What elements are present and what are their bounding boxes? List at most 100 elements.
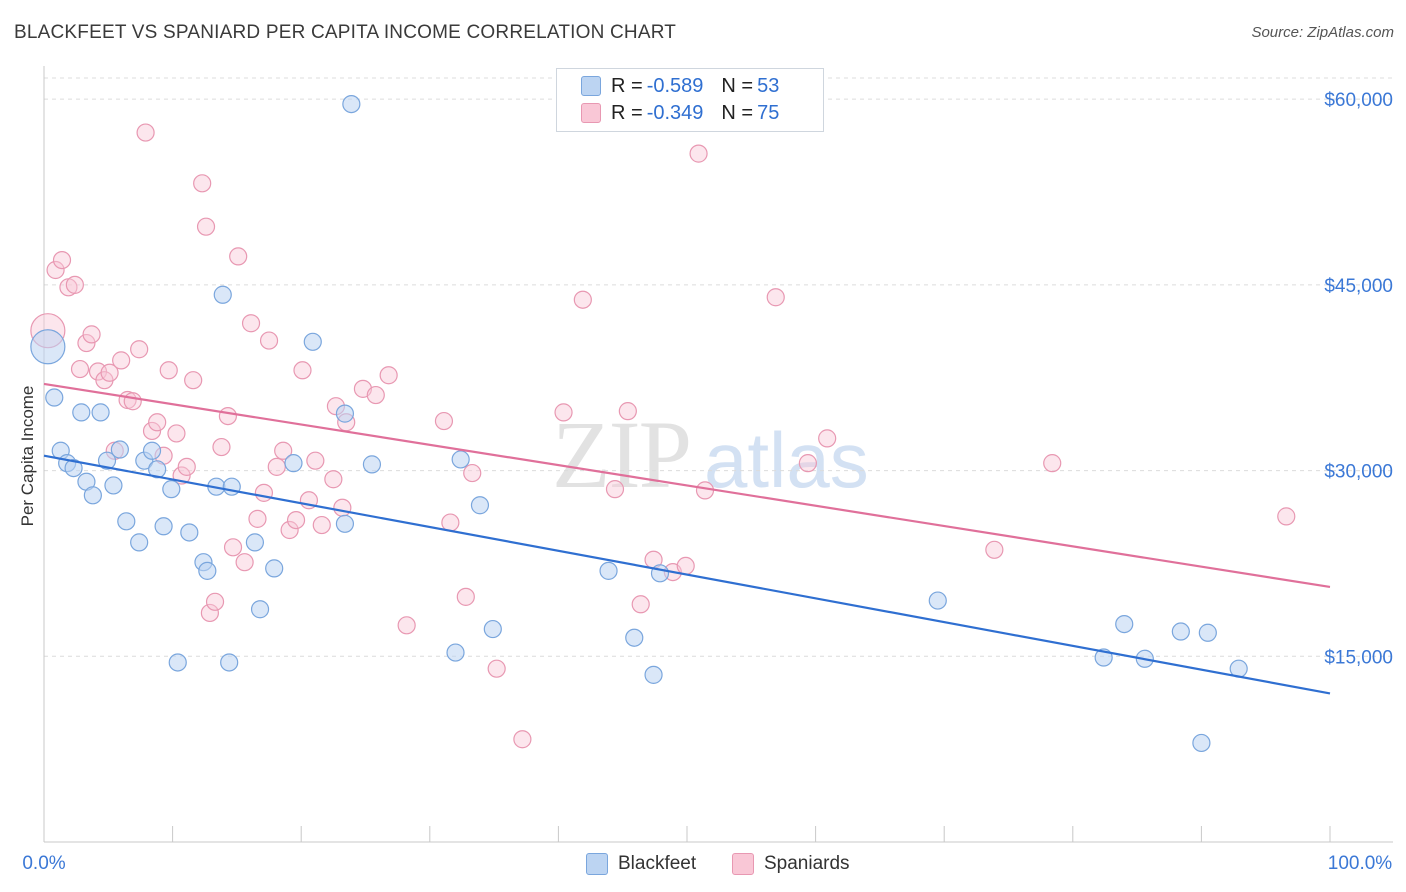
spaniards-point [159, 361, 178, 380]
spaniards-point [274, 441, 293, 460]
stats-legend-row-blackfeet: R = -0.589 N = 53 [581, 74, 779, 98]
stats-legend: R = -0.589 N = 53 R = -0.349 N = 75 [556, 68, 824, 132]
spaniards-point [463, 463, 482, 483]
r-label: R = [611, 74, 643, 97]
spaniards-point [223, 538, 243, 557]
blackfeet-point [130, 533, 149, 552]
axes [43, 66, 1393, 843]
spaniards-point [241, 314, 261, 333]
blackfeet-point [168, 653, 187, 672]
spaniards-point [695, 481, 715, 500]
r-value-spaniards: -0.349 [646, 101, 704, 124]
spaniards-point [676, 556, 695, 576]
n-value-spaniards: 75 [757, 101, 780, 124]
spaniards-point [136, 123, 155, 142]
blackfeet-point [91, 403, 110, 422]
spaniards-point [441, 513, 460, 532]
spaniards-point [1277, 507, 1296, 526]
n-label: N = [721, 101, 754, 124]
n-value-blackfeet: 53 [757, 74, 780, 97]
spaniards-point [46, 260, 65, 280]
blackfeet-point [142, 441, 162, 460]
n-label: N = [721, 74, 754, 97]
spaniards-point [200, 603, 219, 623]
blackfeet-point [451, 450, 470, 469]
blackfeet-point [45, 388, 64, 407]
spaniards-point [100, 363, 119, 382]
blackfeet-point [483, 619, 502, 639]
blackfeet-swatch [581, 76, 601, 96]
x-tick-label: 0.0% [22, 853, 65, 874]
spaniards-point [434, 411, 454, 431]
blackfeet-point [335, 514, 355, 533]
spaniards-point [70, 359, 90, 379]
spaniards-point [82, 325, 101, 344]
y-axis-label: Per Capita Income [18, 385, 37, 527]
blackfeet-point [30, 329, 66, 365]
spaniards-point [618, 402, 637, 421]
blackfeet-point [1115, 614, 1134, 634]
spaniards-point [293, 361, 312, 380]
blackfeet-point [83, 486, 102, 505]
spaniards-point [573, 290, 592, 309]
spaniards-point [212, 437, 231, 457]
blackfeet-point [599, 561, 618, 580]
spaniards-point [985, 540, 1004, 559]
spaniards-point [554, 403, 573, 422]
blackfeet-point [245, 533, 265, 552]
trendlines [43, 382, 1331, 695]
stats-legend-row-spaniards: R = -0.349 N = 75 [581, 101, 779, 125]
source-label: Source: ZipAtlas.com [1251, 24, 1394, 41]
legend-item-spaniards: Spaniards [732, 852, 850, 876]
blackfeet-point [362, 455, 382, 474]
spaniards-point [286, 510, 306, 530]
spaniards-point [184, 371, 203, 390]
spaniards-point [142, 421, 162, 441]
r-value-blackfeet: -0.589 [646, 74, 704, 97]
blackfeet-point [97, 451, 117, 470]
blackfeet-point [162, 480, 181, 499]
legend-label-blackfeet: Blackfeet [618, 853, 697, 874]
spaniards-point [631, 595, 650, 614]
blackfeet-point [213, 285, 232, 304]
blackfeet-point [644, 665, 663, 684]
chart-title: BLACKFEET VS SPANIARD PER CAPITA INCOME … [14, 22, 677, 43]
spaniards-point [379, 366, 398, 385]
blackfeet-point [928, 591, 947, 610]
zipatlas-watermark: ZIP atlas [552, 401, 869, 508]
spaniards-point [167, 424, 186, 443]
blackfeet-point [342, 94, 361, 114]
x-tick-label: 100.0% [1328, 853, 1393, 874]
blackfeet-point [446, 643, 465, 662]
blackfeet-point [198, 561, 217, 580]
blackfeet-point [625, 628, 644, 647]
spaniards-point [487, 659, 506, 678]
legend-label-spaniards: Spaniards [764, 853, 850, 874]
tick-labels: $15,000 $30,000 $45,000 $60,000 0.0% 100.0% [22, 90, 1393, 874]
blackfeet-point [148, 460, 167, 479]
spaniards-point [229, 247, 248, 266]
spaniards-point [267, 457, 286, 476]
blackfeet-point [265, 559, 284, 578]
spaniards-point [798, 454, 817, 473]
blackfeet-point [250, 600, 270, 619]
spaniards-point [312, 515, 331, 535]
blackfeet-trendline [43, 454, 1331, 695]
blackfeet-point [1171, 622, 1190, 641]
spaniards-legend-swatch [732, 853, 754, 875]
blackfeet-point [180, 523, 199, 542]
spaniards-point [205, 592, 225, 611]
spaniards-point [123, 392, 142, 411]
blackfeet-point [220, 653, 239, 672]
y-tick-label: $15,000 [1324, 647, 1393, 668]
svg-text:atlas: atlas [704, 416, 869, 504]
blackfeet-point [284, 454, 303, 473]
blackfeet-point [64, 458, 83, 478]
spaniards-point [306, 451, 325, 470]
blackfeet-point [104, 476, 123, 495]
legend-item-blackfeet: Blackfeet [586, 852, 696, 876]
y-tick-label: $60,000 [1324, 90, 1393, 111]
spaniards-point [397, 616, 416, 635]
spaniards-point [130, 340, 149, 359]
